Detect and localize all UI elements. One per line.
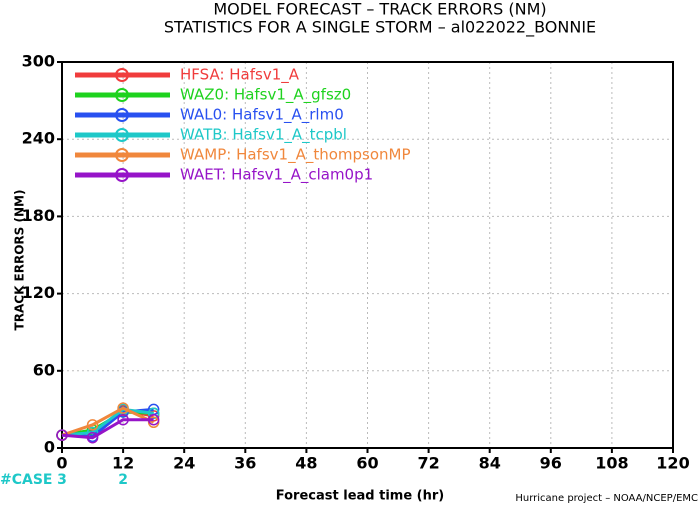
legend-label: WAL0: Hafsv1_A_rlm0 [180, 106, 344, 125]
legend-marker [115, 168, 129, 182]
y-tick-label: 120 [22, 283, 55, 302]
series-line [61, 418, 154, 440]
series-line [61, 407, 154, 437]
x-tick-label: 120 [656, 454, 689, 473]
x-tick-label: 48 [295, 454, 317, 473]
case-count: 3 [57, 472, 67, 488]
case-label: #CASE [0, 472, 53, 488]
x-tick-label: 12 [112, 454, 134, 473]
y-tick-label: 240 [22, 129, 55, 148]
x-tick-label: 108 [595, 454, 628, 473]
x-axis-label: Forecast lead time (hr) [276, 489, 444, 504]
x-tick-label: 84 [479, 454, 501, 473]
credit: Hurricane project – NOAA/NCEP/EMC [515, 493, 698, 504]
legend-marker [115, 108, 129, 122]
y-axis-label: TRACK ERRORS (NM) [13, 190, 27, 331]
y-tick-label: 180 [22, 206, 55, 225]
data-point [86, 419, 99, 431]
y-tick-label: 0 [44, 438, 55, 457]
legend-label: WATB: Hafsv1_A_tcpbl [180, 126, 347, 145]
legend-label: WAZ0: Hafsv1_A_gfsz0 [180, 86, 351, 105]
x-tick-label: 36 [234, 454, 256, 473]
data-point [56, 429, 68, 441]
chart-subtitle: STATISTICS FOR A SINGLE STORM – al022022… [164, 18, 596, 38]
y-tick-label: 300 [22, 52, 55, 71]
x-tick-label: 96 [540, 454, 562, 473]
x-tick-label: 0 [56, 454, 67, 473]
x-tick-label: 72 [417, 454, 439, 473]
x-tick-label: 24 [173, 454, 195, 473]
legend-label: HFSA: Hafsv1_A [180, 66, 300, 85]
chart-title: MODEL FORECAST – TRACK ERRORS (NM) [213, 0, 546, 19]
case-count: 2 [118, 472, 128, 488]
legend-marker [115, 88, 129, 102]
legend-marker [115, 148, 129, 162]
legend-marker [115, 128, 129, 142]
plot-frame [61, 61, 674, 449]
x-tick-label: 60 [356, 454, 378, 473]
legend-marker [115, 68, 129, 82]
data-point [86, 431, 99, 444]
data-point [117, 413, 129, 426]
y-tick-label: 60 [33, 360, 55, 379]
series-line [61, 406, 155, 437]
data-point [147, 413, 160, 426]
legend-label: WAMP: Hafsv1_A_thompsonMP [180, 146, 411, 165]
legend-label: WAET: Hafsv1_A_clam0p1 [180, 166, 373, 185]
data-point [117, 402, 129, 414]
